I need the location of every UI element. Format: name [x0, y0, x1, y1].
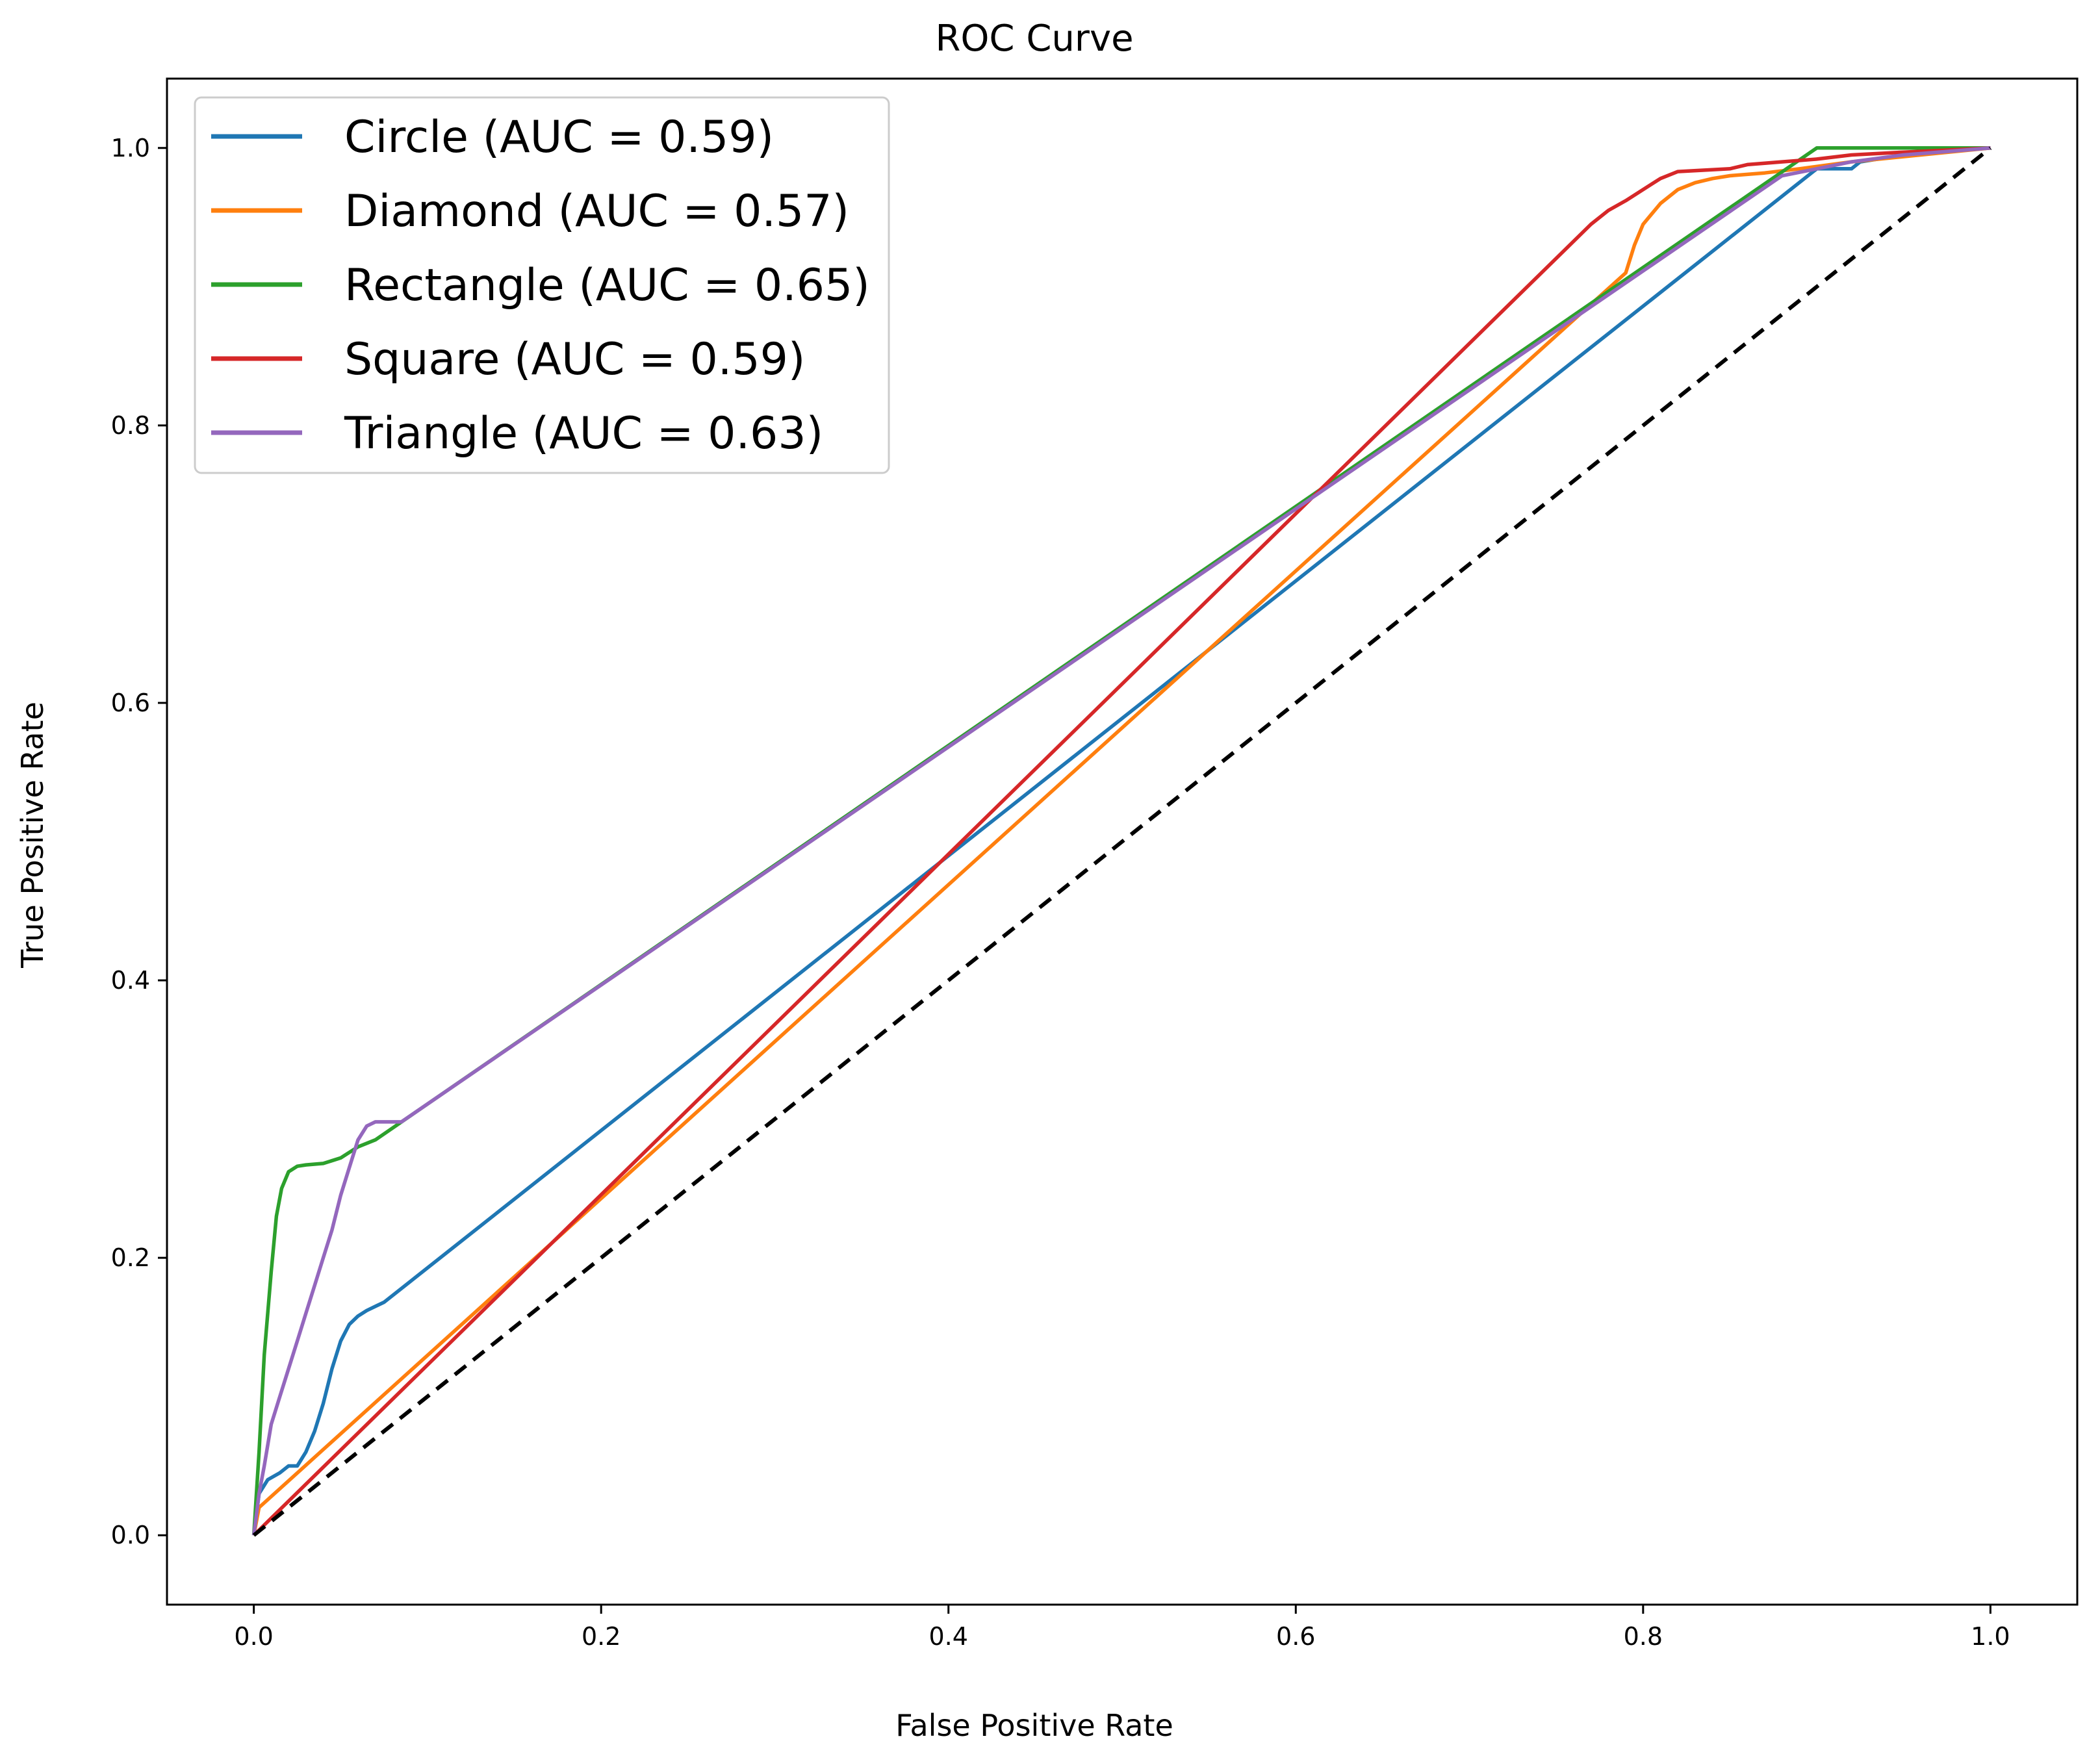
x-tick-label: 0.0 [234, 1622, 273, 1651]
chance-diagonal-line [252, 146, 1992, 1537]
legend: Circle (AUC = 0.59) Diamond (AUC = 0.57) R… [194, 96, 890, 474]
y-tick-label: 1.0 [111, 134, 150, 162]
x-tick-label: 0.4 [929, 1622, 968, 1651]
y-axis-label: True Positive Rate [15, 702, 50, 969]
plot-area: 0.0 0.2 0.4 0.6 0.8 1.0 0.0 0.2 0.4 0.6 0.8 1.0 [111, 77, 2079, 1651]
series-line-rectangle [251, 146, 1991, 1536]
chart-title: ROC Curve [935, 18, 1133, 60]
axes-frame [166, 77, 2079, 1606]
legend-box [194, 96, 890, 474]
legend-label: Rectangle (AUC = 0.65) [344, 260, 870, 311]
legend-label: Triangle (AUC = 0.63) [344, 408, 823, 459]
series-line-diamond [251, 146, 1991, 1536]
legend-label: Square (AUC = 0.59) [344, 334, 805, 385]
legend-label: Circle (AUC = 0.59) [344, 112, 774, 163]
y-tick-label: 0.0 [111, 1521, 150, 1549]
x-tick-label: 1.0 [1971, 1622, 2010, 1651]
x-axis-label: False Positive Rate [895, 1708, 1173, 1743]
series-line-circle [251, 146, 1991, 1536]
x-tick-label: 0.2 [582, 1622, 621, 1651]
y-tick-label: 0.6 [111, 689, 150, 717]
y-tick-label: 0.8 [111, 411, 150, 440]
series-line-triangle [251, 146, 1991, 1536]
y-tick-label: 0.4 [111, 966, 150, 995]
series-line-square [252, 146, 1991, 1537]
x-tick-label: 0.6 [1276, 1622, 1315, 1651]
legend-label: Diamond (AUC = 0.57) [344, 186, 849, 237]
y-tick-label: 0.2 [111, 1243, 150, 1272]
x-tick-label: 0.8 [1624, 1622, 1663, 1651]
